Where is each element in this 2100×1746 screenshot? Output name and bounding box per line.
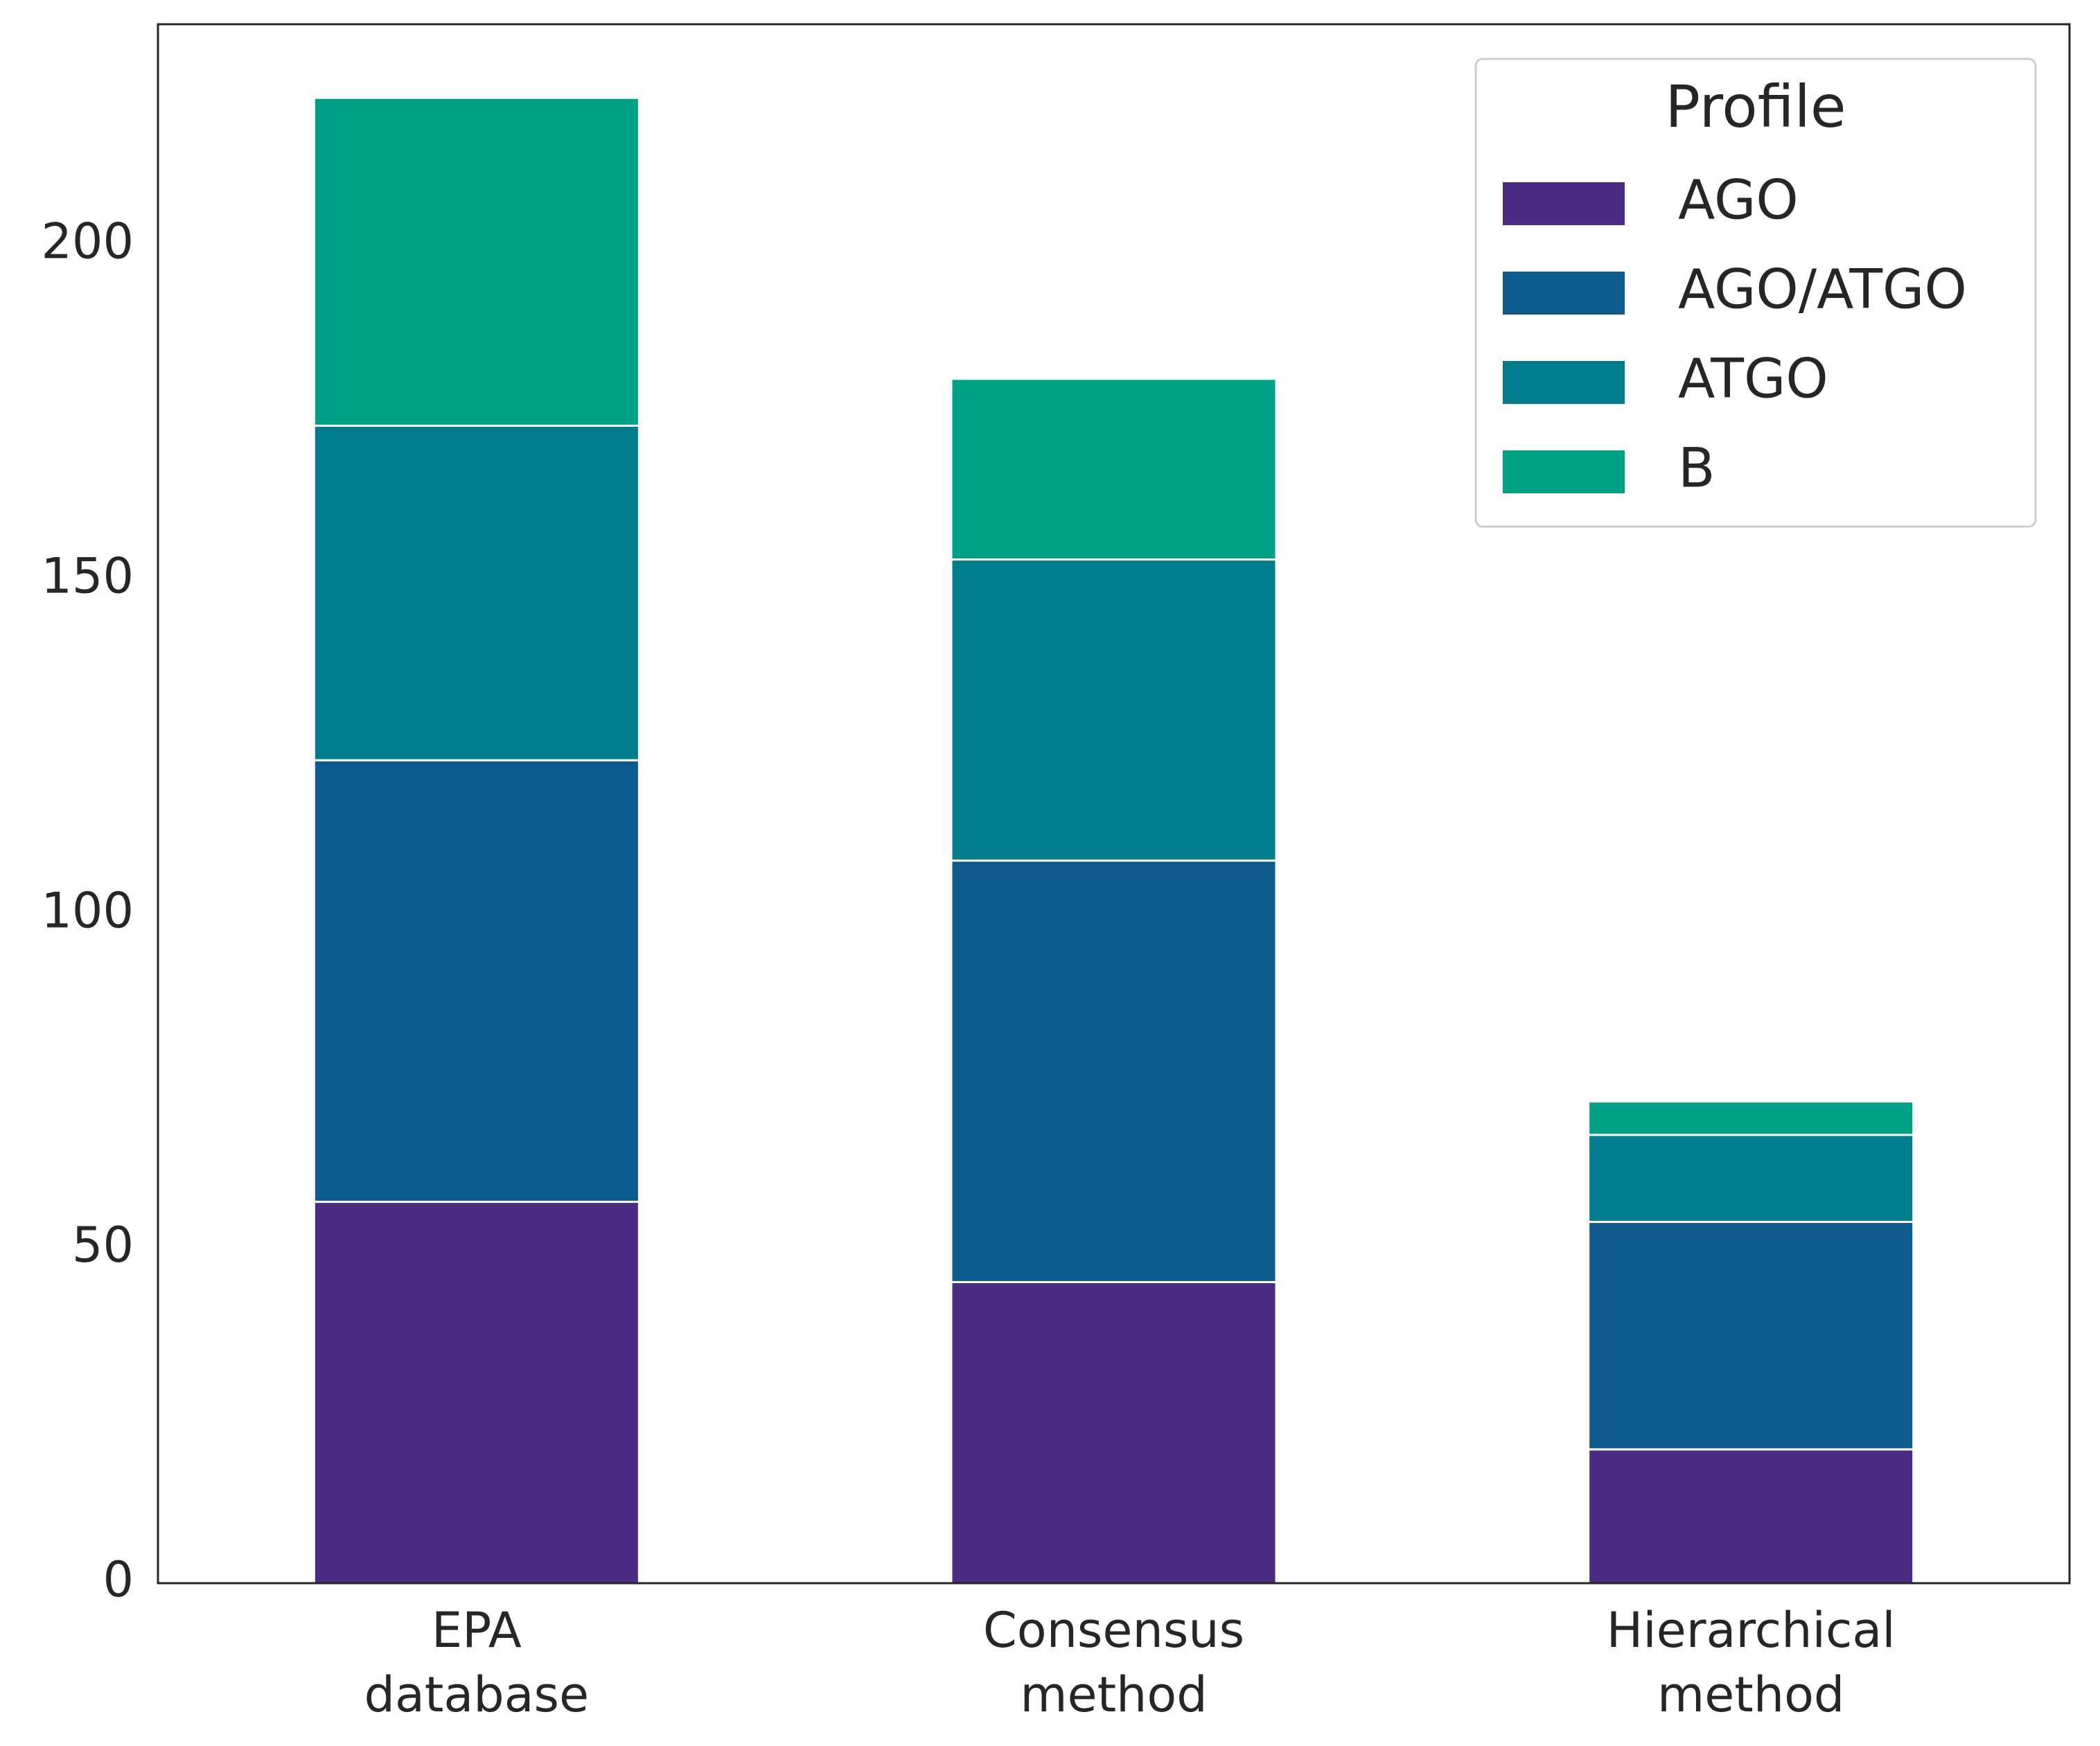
legend-box — [1474, 58, 2037, 528]
bar-segment — [1587, 1448, 1915, 1585]
legend-swatch — [1503, 182, 1625, 225]
bar-segment — [312, 759, 640, 1203]
bar-segment — [312, 1201, 640, 1585]
legend-label: ATGO — [1678, 348, 1828, 410]
bar-segment — [1587, 1100, 1915, 1136]
y-tick-label: 100 — [41, 882, 134, 939]
legend-swatch — [1503, 450, 1625, 493]
bar-segment — [1587, 1134, 1915, 1224]
x-tick-label: method — [1020, 1666, 1207, 1723]
bar-segment — [950, 558, 1278, 862]
bar-segment — [950, 378, 1278, 561]
y-tick-label: 0 — [103, 1551, 134, 1608]
bar-segment — [950, 859, 1278, 1283]
x-tick-label: Hierarchical — [1607, 1602, 1896, 1659]
plot-frame — [157, 23, 2071, 1585]
y-tick-label: 200 — [41, 213, 134, 270]
bar-segment — [1587, 1221, 1915, 1451]
bar-segment — [950, 1280, 1278, 1585]
y-tick-label: 150 — [41, 548, 134, 605]
legend-swatch — [1503, 361, 1625, 404]
legend-label: B — [1678, 437, 1715, 500]
legend-swatch — [1503, 272, 1625, 315]
legend-label: AGO — [1678, 169, 1799, 231]
legend-title: Profile — [1665, 73, 1846, 141]
x-tick-label: method — [1657, 1666, 1844, 1723]
x-tick-label: EPA — [432, 1602, 522, 1659]
legend-label: AGO/ATGO — [1678, 258, 1967, 321]
bar-segment — [312, 96, 640, 427]
x-tick-label: database — [364, 1666, 590, 1723]
bar-segment — [312, 424, 640, 761]
y-tick-label: 50 — [72, 1217, 134, 1273]
x-tick-label: Consensus — [983, 1602, 1244, 1659]
